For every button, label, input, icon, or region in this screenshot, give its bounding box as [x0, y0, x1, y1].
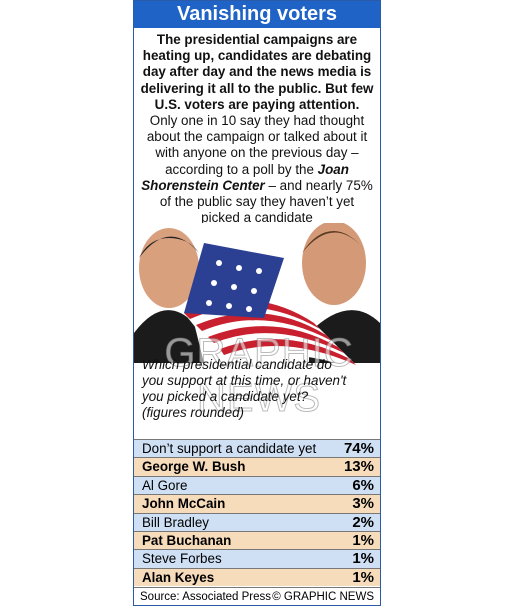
- results-table: Don’t support a candidate yet 74% George W…: [134, 439, 380, 587]
- share: 2%: [352, 513, 374, 531]
- footer: Source: Associated Press © GRAPHIC NEWS: [134, 587, 380, 605]
- table-row: John McCain 3%: [134, 494, 380, 513]
- share: 1%: [352, 531, 374, 549]
- share: 1%: [352, 550, 374, 568]
- candidate: Alan Keyes: [142, 569, 215, 585]
- share: 13%: [343, 458, 374, 476]
- table-row: Bill Bradley 2%: [134, 512, 380, 531]
- candidate: Pat Buchanan: [142, 532, 232, 548]
- candidate: George W. Bush: [142, 459, 246, 475]
- table-row: George W. Bush 13%: [134, 457, 380, 476]
- flag: [184, 243, 364, 373]
- question: Which presidential candidate do you supp…: [142, 357, 347, 420]
- infographic: Vanishing voters The presidential campai…: [133, 0, 381, 606]
- illustration: [134, 223, 380, 438]
- share: 3%: [352, 495, 374, 513]
- credit: © GRAPHIC NEWS: [272, 591, 374, 603]
- table-row: Pat Buchanan 1%: [134, 530, 380, 550]
- share: 6%: [352, 476, 374, 494]
- title: Vanishing voters: [134, 1, 380, 28]
- candidate: Steve Forbes: [142, 551, 222, 567]
- intro-lead: The presidential campaigns are heating u…: [140, 32, 374, 112]
- table-row: Steve Forbes 1%: [134, 549, 380, 568]
- intro-text: – and nearly 75% of the public say they …: [159, 177, 373, 226]
- intro-text: Only one in 10 say they had thought abou…: [146, 113, 368, 177]
- table-row: Alan Keyes 1%: [134, 567, 380, 587]
- share: 1%: [352, 568, 374, 586]
- table-row: Al Gore 6%: [134, 475, 380, 495]
- table-row: Don’t support a candidate yet 74%: [134, 439, 380, 458]
- candidate: Al Gore: [142, 477, 188, 493]
- candidate: Bill Bradley: [142, 514, 209, 530]
- intro-emphasis: Joan Shorenstein Center: [141, 161, 349, 193]
- candidate: John McCain: [142, 496, 226, 512]
- share: 74%: [343, 440, 374, 457]
- watermark: GRAPHIC NEWS: [164, 331, 354, 421]
- candidate: Don’t support a candidate yet: [142, 441, 317, 456]
- portrait-left: [134, 228, 204, 363]
- intro: The presidential campaigns are heating u…: [140, 32, 374, 226]
- source: Source: Associated Press: [140, 591, 272, 603]
